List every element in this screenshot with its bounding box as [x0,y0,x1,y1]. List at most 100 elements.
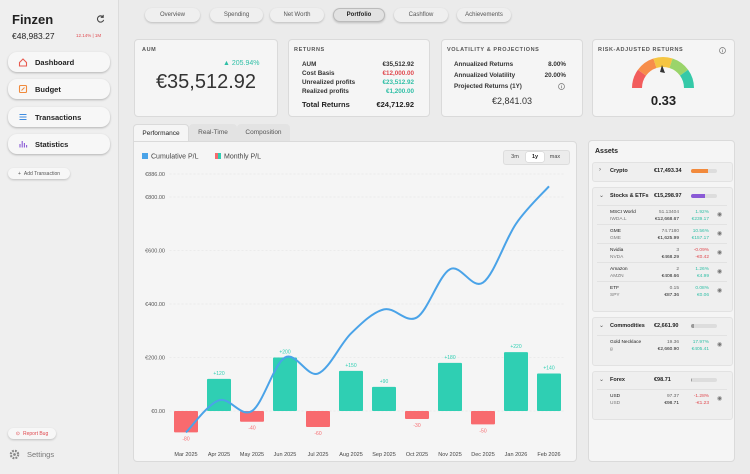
asset-value: €98.71 [664,401,679,406]
aum-value: €35,512.92 [155,71,257,93]
asset-quantity: 2 [676,267,679,272]
eye-icon[interactable]: ◉ [717,288,723,294]
tab[interactable]: Cashflow [394,8,448,22]
range-button[interactable]: max [549,154,561,160]
asset-value: €468.29 [661,255,679,260]
aum-card [134,39,278,117]
nav-label: Budget [35,84,61,94]
group-name: Forex [610,377,625,383]
returns-value: €1,200.00 [385,88,414,95]
report-bug-label: Report Bug [22,430,49,437]
bar [273,357,297,412]
range-button[interactable]: 1y [526,152,544,162]
card-title: AUM [142,47,157,53]
nav-button[interactable]: Transactions [8,107,110,127]
nav-label: Statistics [35,139,69,149]
aum-change: ▲ 205.94% [223,60,260,67]
y-tick-label: €800.00 [145,195,165,201]
balance: €48,983.27 [12,31,55,41]
tab[interactable]: Overview [145,8,200,22]
panel-tab[interactable]: Performance [133,124,189,141]
report-bug-button[interactable]: ⊙ Report Bug [8,428,56,439]
allocation-bar [691,169,717,173]
bar [306,411,330,428]
panel-tab[interactable]: Real-Time [189,124,237,141]
value-label: -50 [479,428,486,434]
info-icon[interactable] [719,47,726,54]
tab[interactable]: Portfolio [333,8,385,22]
chevron[interactable]: ⌄ [599,377,605,383]
chevron[interactable]: ⌄ [599,323,605,329]
chevron[interactable]: › [599,167,601,173]
total-returns-label: Total Returns [302,100,350,109]
assets-title: Assets [595,148,618,155]
asset-row [597,281,727,300]
asset-quantity: 97.37 [666,394,679,399]
value-label: +90 [380,379,389,385]
asset-row [597,389,727,408]
asset-gain: €0.06 [696,293,709,298]
nav-button[interactable]: Dashboard [8,52,110,72]
returns-value: €35,512.92 [382,61,414,68]
asset-ticker: GME [610,236,621,241]
value-label: +140 [543,366,554,372]
chevron[interactable]: ⌄ [599,193,605,199]
x-tick-label: Nov 2025 [438,452,462,458]
value-label: +220 [510,344,521,350]
eye-icon[interactable]: ◉ [717,231,723,237]
risk-card [592,39,735,117]
total-returns-value: €24,712.92 [376,100,414,109]
eye-icon[interactable]: ◉ [717,212,723,218]
asset-gain: €4.99 [696,274,709,279]
y-tick-label: €886.00 [145,172,165,178]
nav-icon [18,58,28,67]
refresh-icon[interactable] [96,14,105,23]
asset-name: ETF [610,286,620,291]
value-label: -80 [182,436,189,442]
bug-icon: ⊙ [15,430,20,437]
add-transaction-button[interactable]: + Add Transaction [8,168,70,179]
bar [372,386,396,412]
asset-change: 1.26% [695,267,709,272]
sidebar: Finzen €48,983.27 12.14% | 1M + Add Trans… [0,0,119,474]
asset-name: Gold Necklace [610,340,642,345]
asset-gain: €157.17 [691,236,709,241]
info-icon[interactable] [558,83,565,90]
asset-gain: -€0.42 [695,255,709,260]
value-label: +180 [444,355,455,361]
asset-row [597,335,727,354]
group-name: Stocks & ETFs [610,193,649,199]
tab[interactable]: Achievements [457,8,511,22]
tab[interactable]: Net Worth [270,8,324,22]
nav-icon [18,84,28,94]
returns-value: €23,512.92 [382,79,414,86]
value-label: +200 [279,350,290,356]
settings-button[interactable]: Settings [9,449,54,460]
asset-row [597,243,727,262]
legend-label: Cumulative P/L [151,154,199,161]
tab[interactable]: Spending [210,8,263,22]
gauge-segment [632,69,647,89]
asset-ticker: USD [610,401,621,406]
x-tick-label: Jun 2025 [274,452,297,458]
returns-label: Unrealized profits [302,79,356,86]
assets-panel: Assets › Crypto €17,493.34 ⌄ Stocks & ETFs €1… [588,140,735,462]
panel-tab[interactable]: Composition [237,124,290,141]
nav-button[interactable]: Budget [8,79,110,99]
nav-button[interactable]: Statistics [8,134,110,154]
eye-icon[interactable]: ◉ [717,396,723,402]
bar [471,411,495,425]
eye-icon[interactable]: ◉ [717,342,723,348]
x-tick-label: May 2025 [240,452,264,458]
eye-icon[interactable]: ◉ [717,250,723,256]
x-tick-label: Sep 2025 [372,452,396,458]
asset-quantity: 74.7180 [661,229,679,234]
x-tick-label: Feb 2026 [537,452,560,458]
gauge [632,57,694,89]
gauge-segment [653,57,673,69]
eye-icon[interactable]: ◉ [717,269,723,275]
range-button[interactable]: 3m [511,154,519,160]
asset-name: MSCI World [610,210,636,215]
aum-change-value: 205.94% [231,60,260,67]
